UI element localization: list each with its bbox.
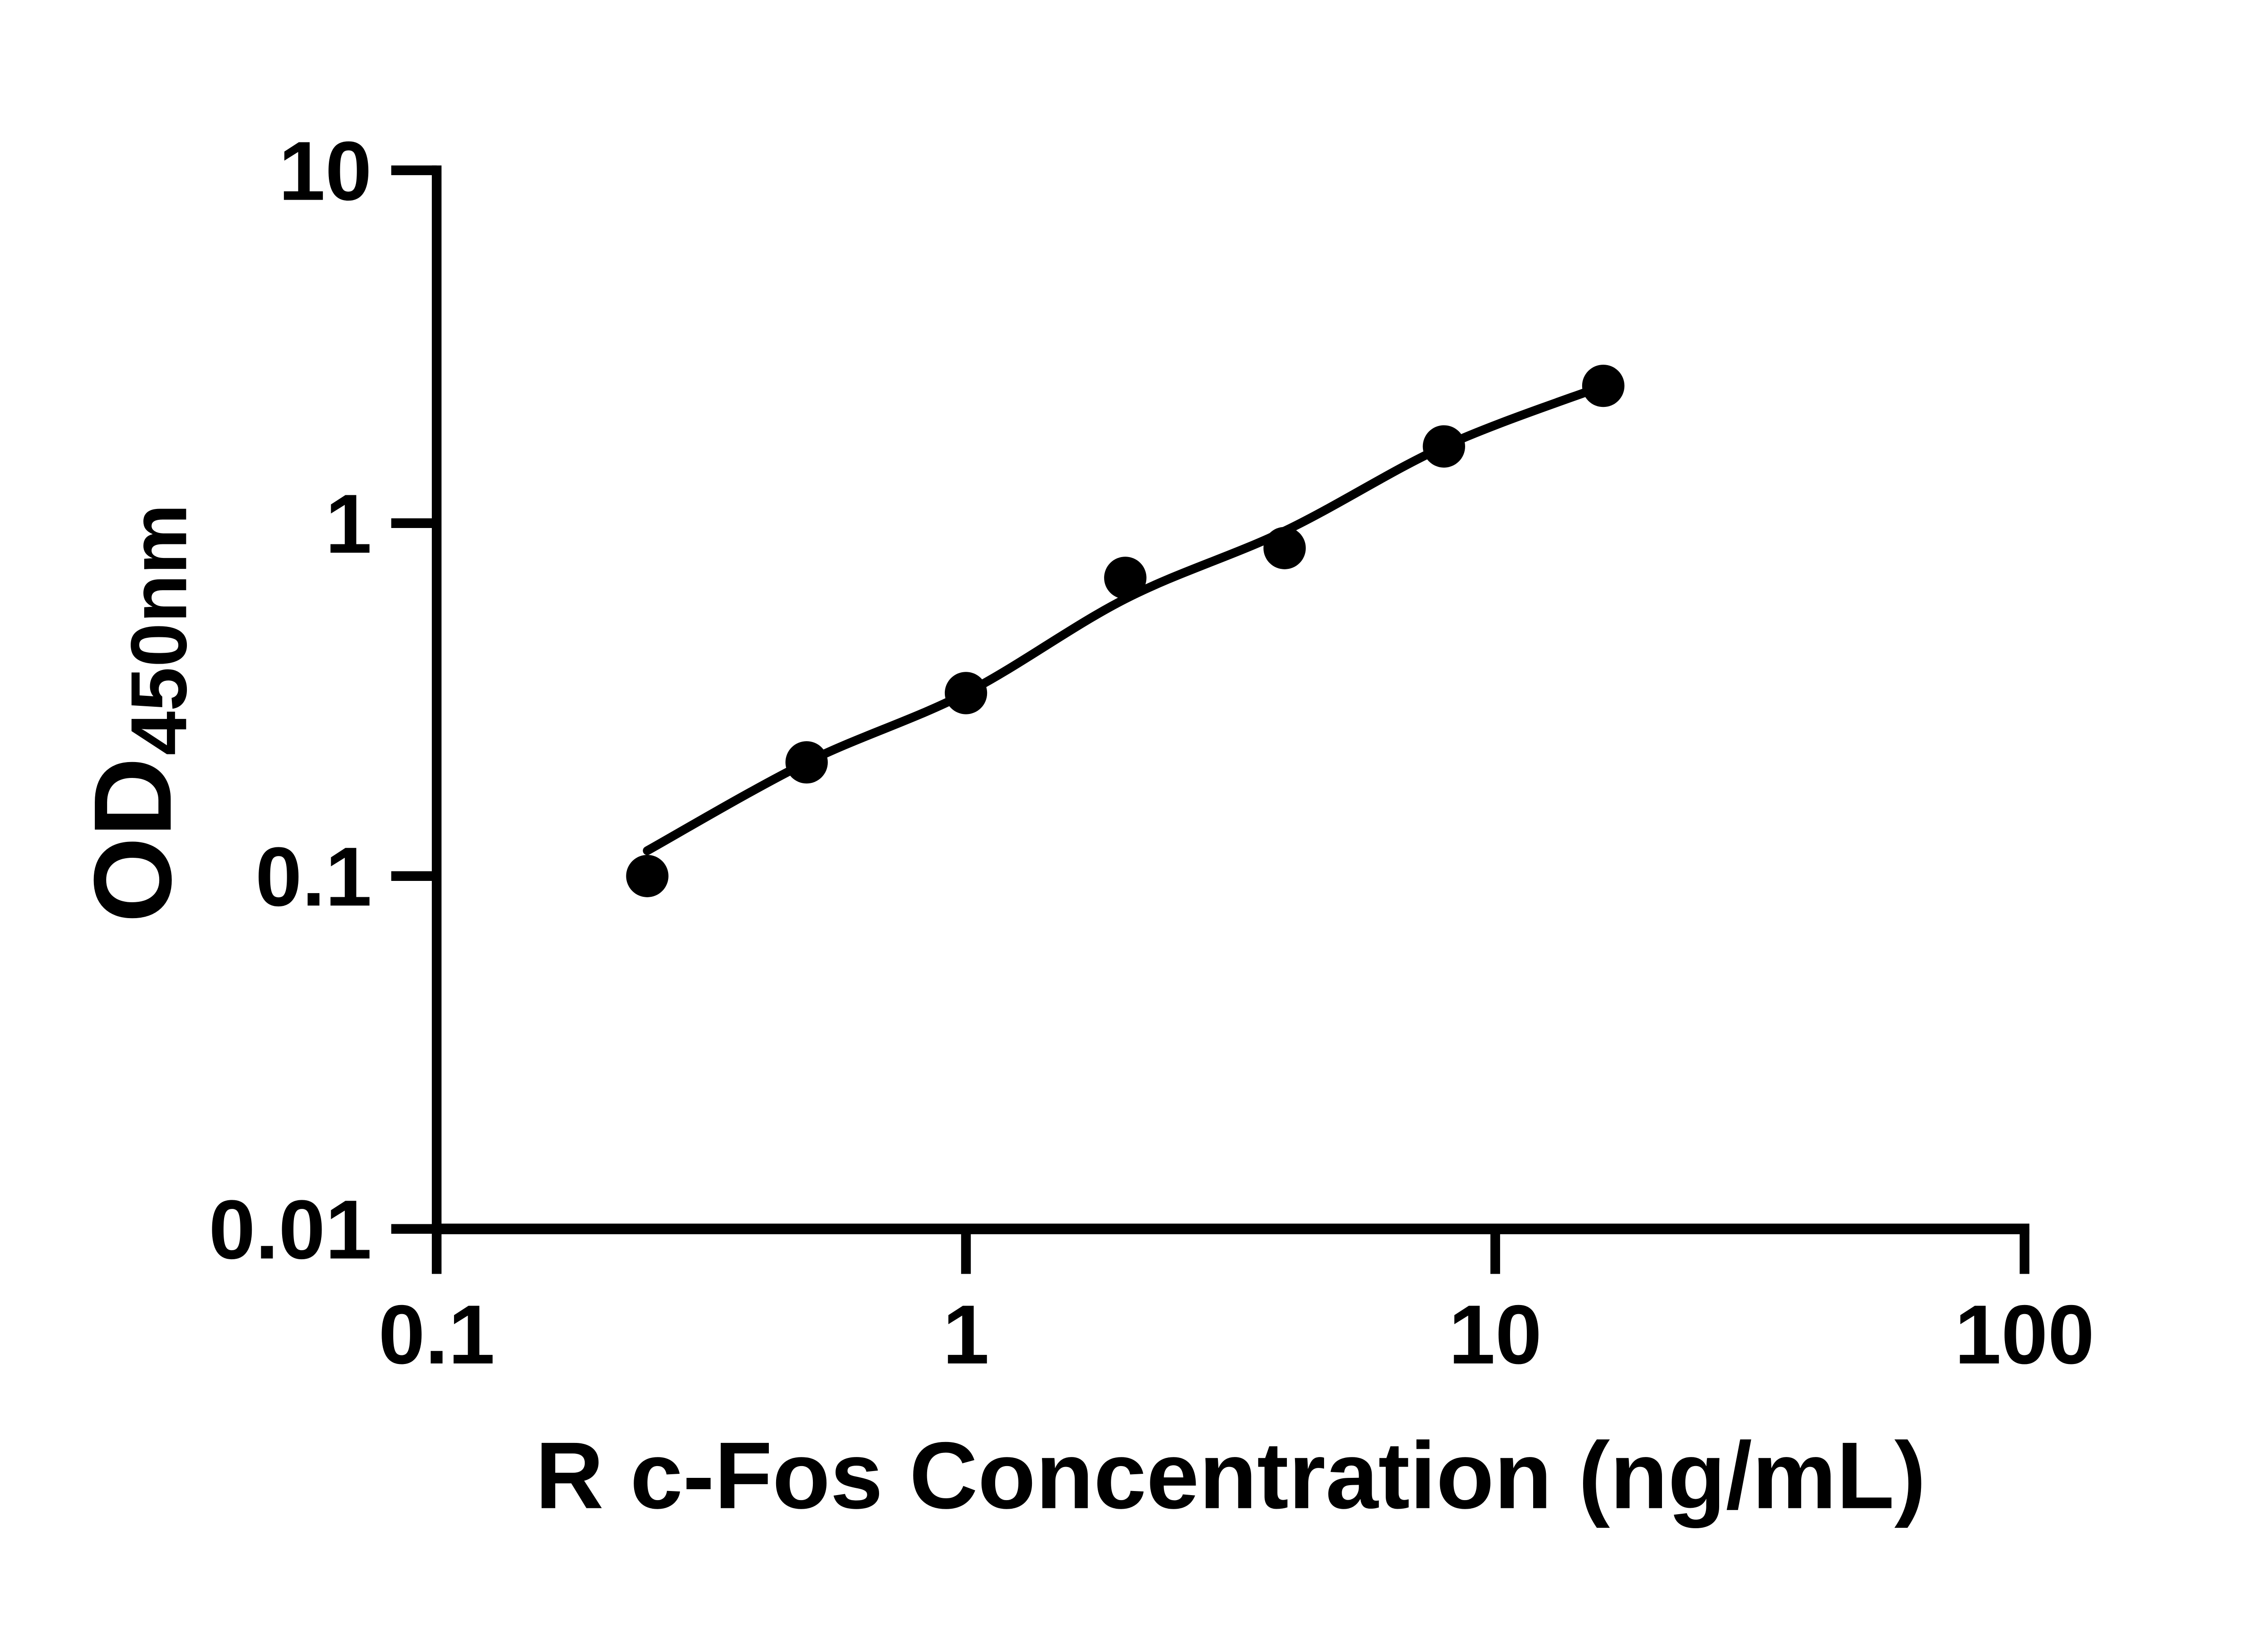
data-point: [626, 855, 669, 897]
y-axis-title: OD 450nm: [71, 504, 203, 923]
y-tick-label: 0.01: [209, 1183, 372, 1276]
y-axis-title-subscript: 450nm: [115, 504, 203, 756]
data-point: [785, 741, 828, 784]
x-tick-label: 0.1: [378, 1288, 495, 1382]
x-tick-label: 100: [1955, 1288, 2094, 1382]
data-point: [1422, 425, 1465, 468]
data-point: [1582, 364, 1625, 407]
y-axis-title-main: OD: [71, 758, 194, 923]
y-tick-label: 10: [279, 125, 372, 218]
x-tick-label: 1: [943, 1288, 989, 1382]
data-point: [1263, 527, 1306, 569]
y-tick-label: 0.1: [255, 830, 372, 924]
data-point: [1104, 557, 1147, 599]
y-tick-label: 1: [325, 478, 372, 571]
data-point: [944, 672, 987, 714]
x-axis-title: R c-Fos Concentration (ng/mL): [535, 1423, 1926, 1529]
x-tick-label: 10: [1449, 1288, 1542, 1382]
